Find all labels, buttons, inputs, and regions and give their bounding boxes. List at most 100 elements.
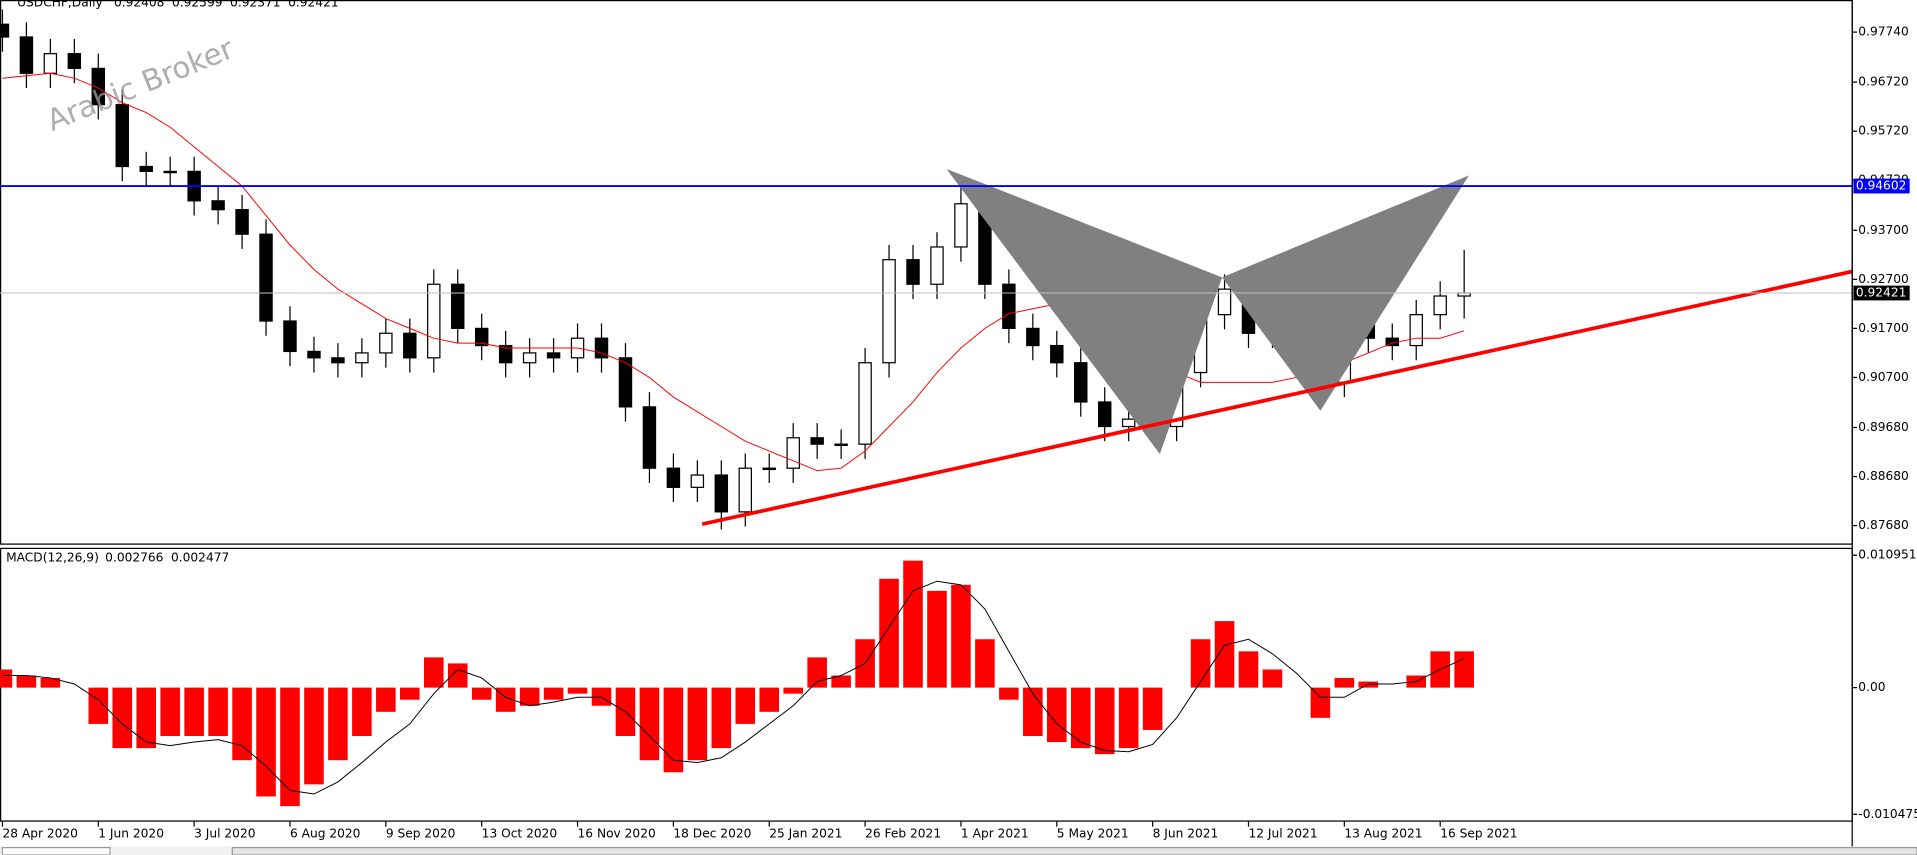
current_price-label: 0.92421 [1856,285,1907,299]
candle-body [235,209,249,235]
tab[interactable] [1,846,111,855]
candle-body [283,320,297,353]
macd-bar [1118,687,1139,749]
y-tick-label: 0.89680 [1858,420,1909,434]
macd-bar [1238,651,1259,688]
macd-bar [1047,687,1067,743]
tab-strip[interactable] [231,846,1917,855]
macd-bar [16,675,37,688]
candle-body [762,467,776,471]
x-tick-label: 1 Jun 2020 [98,826,164,840]
candle-body [834,443,848,447]
candle-body [427,283,441,359]
x-tick-label: 8 Jun 2021 [1153,826,1219,840]
moving-average [2,72,1465,472]
y-tick-label: 0.96720 [1858,75,1909,89]
header: USDCHF,Daily 0.92408 0.92599 0.92371 0.9… [17,0,339,9]
trendline [701,269,1853,526]
y-tick-label: 0.92700 [1858,272,1909,286]
macd-bar [903,560,923,688]
macd-bar [40,677,61,688]
y-tick-label: 0.91700 [1858,321,1909,335]
macd-bar [1023,687,1043,736]
candle-body [498,344,513,364]
x-tick-label: 13 Aug 2021 [1344,826,1422,840]
candle-body [379,332,393,354]
macd-bar [0,669,13,688]
macd-bar [1190,639,1211,688]
x-tick-label: 25 Jan 2021 [769,826,842,840]
macd-bar [88,687,109,724]
x-tick-label: 5 May 2021 [1057,826,1129,840]
y-tick-label: 0.93700 [1858,223,1909,237]
candle-body [211,200,225,211]
macd-bar [951,584,971,688]
x-tick-label: 18 Dec 2020 [673,826,751,840]
candle-body [259,233,273,322]
candle-body [307,350,321,359]
candle-body [1074,362,1088,403]
candle-body [163,170,177,174]
y-tick-label: 0.97740 [1858,25,1909,39]
x-tick-label: 13 Oct 2020 [482,826,557,840]
macd-bar [519,687,540,706]
macd-bar [711,687,732,749]
candle-body [43,53,58,74]
macd-bar [735,687,756,724]
macd-bar [759,687,780,712]
y-tick-label: 0.88680 [1858,469,1909,483]
macd-bar [1094,687,1115,755]
candle-body [1026,327,1040,347]
macd-bar [352,687,372,736]
macd-signal [2,580,1465,795]
candle-body [1217,288,1232,316]
header-high: 0.92599 [172,0,223,9]
macd-bar [208,687,228,736]
macd-bar [687,687,708,761]
macd-bar [256,687,276,797]
macd-bar [136,687,157,749]
header-close: 0.92421 [288,0,339,9]
x-tick-label: 16 Nov 2020 [578,826,656,840]
resistance-tag [1853,178,1910,194]
candle-body [882,259,896,364]
macd-value: 0.002766 [105,550,163,564]
macd-bar [1262,669,1283,688]
candle-body [0,23,10,38]
macd-bar [400,687,420,700]
candle-body [930,246,944,285]
candle-body [1002,283,1016,330]
macd-tick-label: -0.010475 [1858,807,1917,821]
candle-body [642,406,657,469]
macd-bar [1310,687,1331,718]
macd-name: MACD(12,26,9) [6,550,99,564]
candle-body [1121,418,1136,428]
candle-body [1097,401,1112,428]
header-low: 0.92371 [230,0,281,9]
y-tick-label: 0.95720 [1858,124,1909,138]
x-tick-label: 16 Sep 2021 [1440,826,1517,840]
macd-bar [879,578,899,688]
macd-bar [471,687,492,700]
macd-bar [447,663,468,688]
macd-bar [304,687,324,785]
macd-label: MACD(12,26,9) 0.002766 0.002477 [6,550,229,564]
x-tick-label: 9 Sep 2020 [386,826,456,840]
macd-bar [927,590,947,688]
y-tick-label: 0.90700 [1858,370,1909,384]
candle-body [522,352,537,364]
macd-tick-label: 0.010951 [1858,548,1916,562]
macd-tick-label: 0.00 [1858,680,1885,694]
candle-body [858,362,872,445]
candle-body [666,467,681,488]
macd-bar [1358,681,1379,688]
candle-body [1433,295,1447,316]
x-tick-label: 3 Jul 2020 [194,826,255,840]
candle-body [690,474,705,488]
current_price-tag [1853,285,1910,301]
candle-body [738,467,753,513]
macd-bar [567,687,588,694]
macd-bar [328,687,348,761]
candle-body [355,352,369,364]
macd-bar [1070,687,1091,749]
